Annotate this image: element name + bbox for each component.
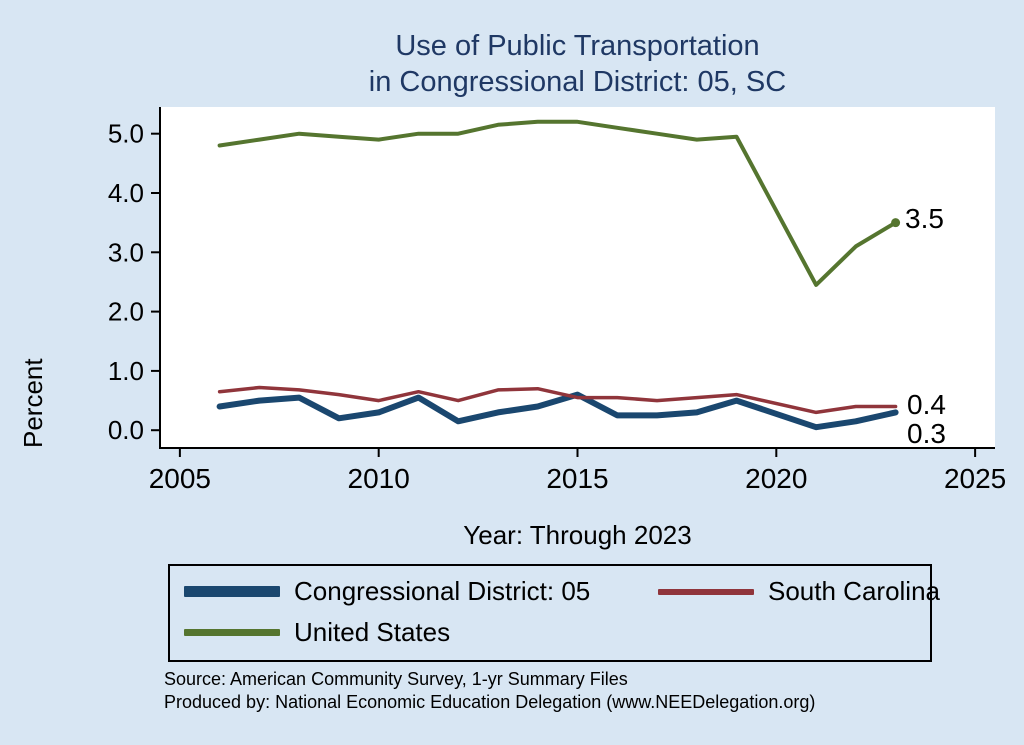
end-label-south-carolina: 0.4 (907, 389, 946, 420)
end-label-united-states: 3.5 (905, 203, 944, 234)
legend-label-district: Congressional District: 05 (294, 576, 591, 606)
series-line-south-carolina (217, 385, 898, 415)
legend-item-district: Congressional District: 05 (184, 576, 658, 607)
x-axis-title: Year: Through 2023 (463, 520, 692, 550)
y-axis-title: Percent (18, 358, 48, 448)
legend-swatch-south-carolina (658, 588, 754, 595)
y-tick-label: 1.0 (108, 356, 144, 386)
y-tick-label: 2.0 (108, 297, 144, 327)
legend-swatch-district (184, 586, 280, 597)
chart-title: Use of Public Transportation in Congress… (160, 28, 995, 100)
legend-label-south-carolina: South Carolina (768, 576, 940, 606)
legend-label-united-states: United States (294, 617, 451, 647)
legend-item-south-carolina: South Carolina (658, 576, 940, 607)
x-tick-label: 2020 (745, 463, 807, 494)
series-line-united-states (217, 119, 898, 287)
x-tick-label: 2005 (149, 463, 211, 494)
x-tick-label: 2025 (944, 463, 1006, 494)
y-tick-label: 5.0 (108, 119, 144, 149)
legend-swatch-united-states (184, 629, 280, 636)
chart-title-line1: Use of Public Transportation (395, 30, 760, 62)
x-tick-label: 2015 (546, 463, 608, 494)
source-note: Source: American Community Survey, 1-yr … (164, 668, 1004, 714)
y-tick-label: 3.0 (108, 237, 144, 267)
end-label-district: 0.3 (907, 418, 946, 449)
legend-item-united-states: United States (184, 617, 658, 648)
source-line2: Produced by: National Economic Education… (164, 692, 816, 712)
chart-title-line2: in Congressional District: 05, SC (368, 66, 787, 98)
x-tick-label: 2010 (348, 463, 410, 494)
source-line1: Source: American Community Survey, 1-yr … (164, 669, 628, 689)
series-end-marker (891, 218, 901, 228)
legend: Congressional District: 05 South Carolin… (168, 564, 940, 662)
series-line-congressional-district-05 (216, 391, 899, 431)
y-tick-label: 4.0 (108, 178, 144, 208)
y-tick-label: 0.0 (108, 415, 144, 445)
